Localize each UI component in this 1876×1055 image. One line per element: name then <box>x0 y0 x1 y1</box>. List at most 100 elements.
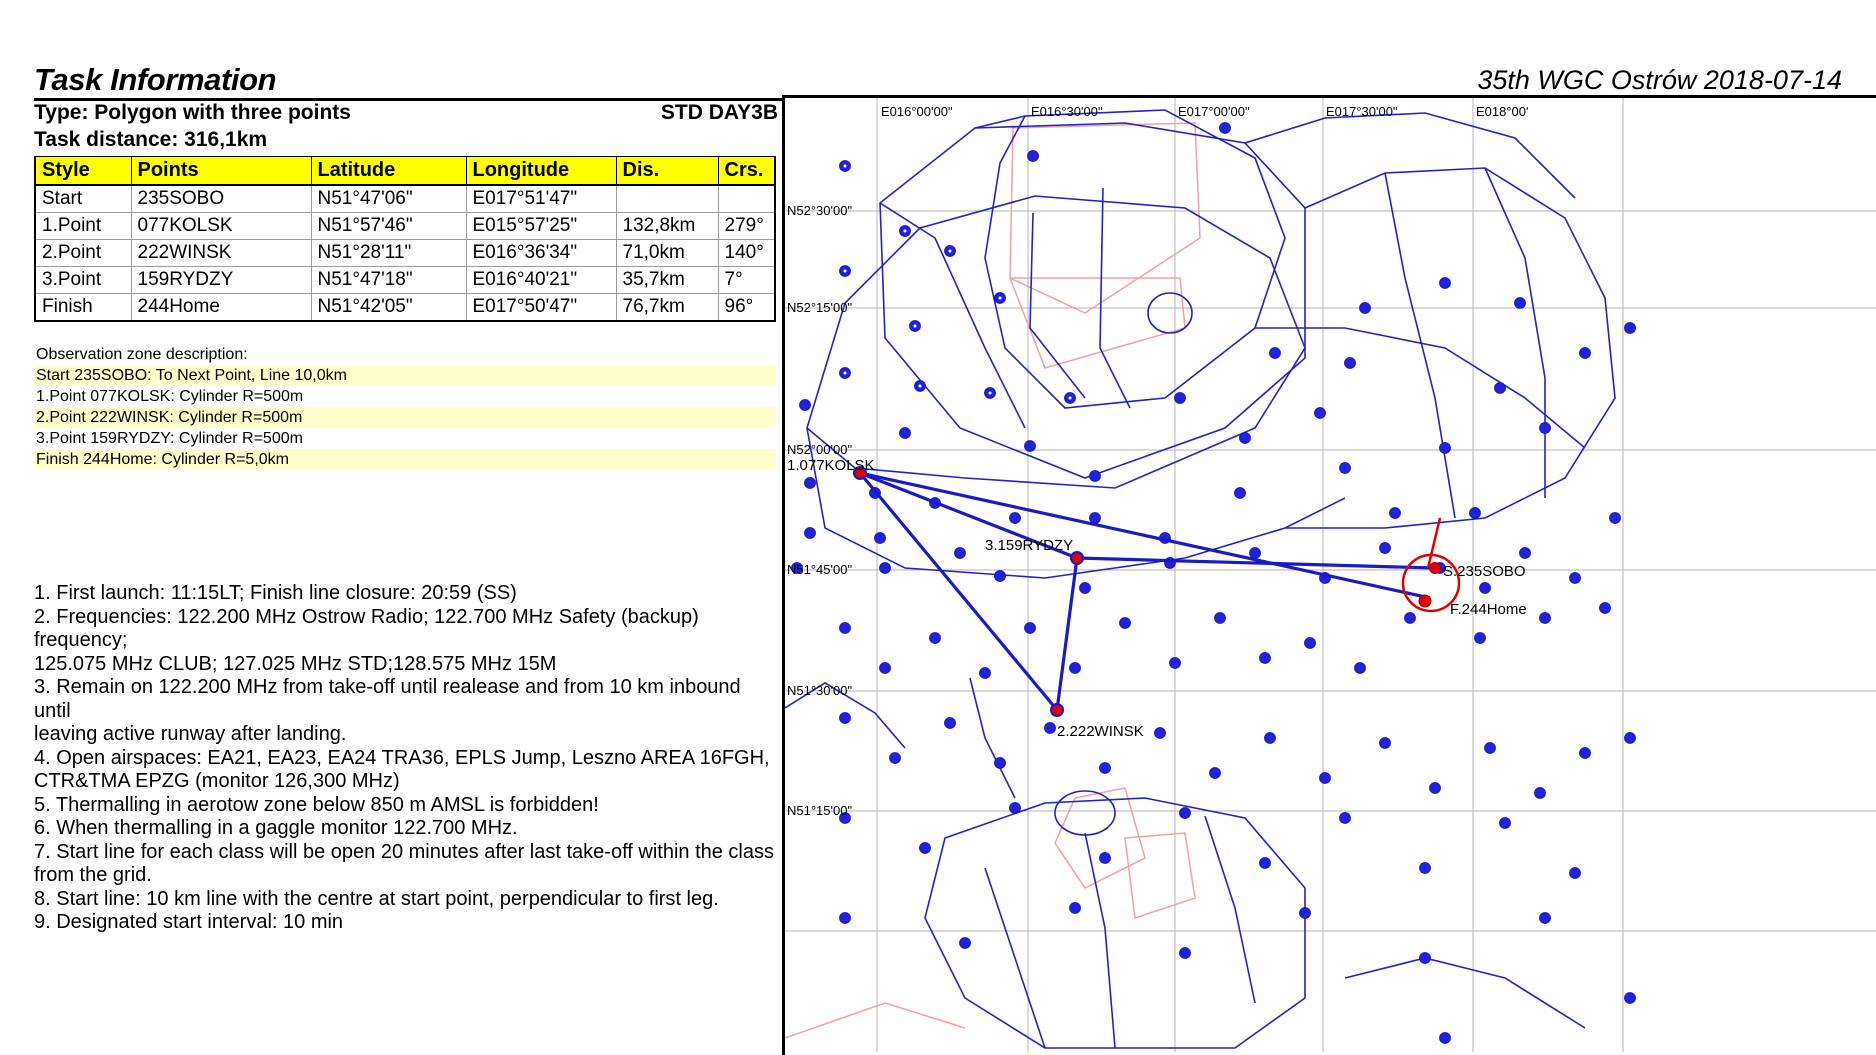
table-row: Start 235SOBO N51°47'06" E017°51'47" <box>34 184 776 213</box>
task-route <box>858 471 1436 712</box>
table-row: Finish 244Home N51°42'05" E017°50'47" 76… <box>34 293 776 322</box>
grid-label: N51°45'00" <box>787 562 852 577</box>
map-turnpoint-labels: 1.077KOLSK 3.159RYDZY 2.222WINSK S.235SO… <box>787 457 1527 740</box>
turnpoint-label: S.235SOBO <box>1443 563 1526 580</box>
turnpoint-label: 1.077KOLSK <box>787 457 875 474</box>
note-line: 6. When thermalling in a gaggle monitor … <box>34 817 518 839</box>
note-line: 7. Start line for each class will be ope… <box>34 840 774 863</box>
task-details-panel: Type: Polygon with three points STD DAY3… <box>34 100 778 1050</box>
grid-label: E017°00'00" <box>1178 104 1250 119</box>
grid-label: E016°30'00" <box>1031 104 1103 119</box>
cell-points: 222WINSK <box>130 239 312 267</box>
col-header-longitude: Longitude <box>465 156 617 186</box>
cell-distance <box>615 184 719 213</box>
event-title: 35th WGC Ostrów 2018-07-14 <box>1477 65 1842 95</box>
cell-points: 235SOBO <box>130 184 312 213</box>
task-type-row: Type: Polygon with three points STD DAY3… <box>34 100 778 126</box>
cell-latitude: N51°42'05" <box>310 293 467 322</box>
turnpoint-markers <box>853 466 1084 717</box>
task-map[interactable]: E016°00'00" E016°30'00" E017°00'00" E017… <box>782 95 1876 1055</box>
cell-style: 2.Point <box>34 239 132 267</box>
cell-longitude: E017°50'47" <box>465 293 617 322</box>
cell-longitude: E017°51'47" <box>465 184 617 213</box>
task-type-label: Type: Polygon with three points <box>34 101 351 124</box>
turnpoint-label: 3.159RYDZY <box>985 537 1073 554</box>
grid-label: N52°30'00" <box>787 203 852 218</box>
observation-zone-line: 3.Point 159RYDZY: Cylinder R=500m <box>36 430 303 447</box>
page-header: Task Information 35th WGC Ostrów 2018-07… <box>34 54 1842 101</box>
task-distance-label: Task distance: 316,1km <box>34 128 268 151</box>
map-canvas[interactable]: E016°00'00" E016°30'00" E017°00'00" E017… <box>785 98 1876 1052</box>
grid-label: E018°00' <box>1476 104 1529 119</box>
note-line: leaving active runway after landing. <box>34 723 347 745</box>
cell-style: Start <box>34 184 132 213</box>
note-line: 125.075 MHz CLUB; 127.025 MHz STD;128.57… <box>34 652 557 675</box>
note-line: 8. Start line: 10 km line with the centr… <box>34 887 719 910</box>
grid-label: N52°15'00" <box>787 300 852 315</box>
cell-course: 7° <box>717 266 776 294</box>
cell-distance: 35,7km <box>615 266 719 294</box>
observation-zone-title: Observation zone description: <box>36 346 248 363</box>
cell-points: 159RYDZY <box>130 266 312 294</box>
waypoint-markers <box>791 122 1636 1044</box>
col-header-points: Points <box>130 156 312 186</box>
note-line: 5. Thermalling in aerotow zone below 850… <box>34 793 599 816</box>
observation-zone-line: Start 235SOBO: To Next Point, Line 10,0k… <box>34 365 776 386</box>
observation-zone-line: 1.Point 077KOLSK: Cylinder R=500m <box>36 388 304 405</box>
class-day-badge: STD DAY3B <box>660 101 778 124</box>
cell-course <box>717 184 776 213</box>
grid-label: E016°00'00" <box>881 104 953 119</box>
note-line: 4. Open airspaces: EA21, EA23, EA24 TRA3… <box>34 746 770 769</box>
table-header-row: Style Points Latitude Longitude Dis. Crs… <box>34 156 776 186</box>
map-latitude-labels: N52°30'00" N52°15'00" N52°00'00" N51°45'… <box>787 203 852 818</box>
col-header-latitude: Latitude <box>310 156 467 186</box>
cell-distance: 132,8km <box>615 212 719 240</box>
cell-distance: 76,7km <box>615 293 719 322</box>
note-line: 1. First launch: 11:15LT; Finish line cl… <box>34 582 517 604</box>
cell-latitude: N51°57'46" <box>310 212 467 240</box>
cell-longitude: E016°40'21" <box>465 266 617 294</box>
airspace-blue-areas <box>785 109 1616 1049</box>
grid-label: N51°30'00" <box>787 683 852 698</box>
map-graticule <box>785 98 1876 1052</box>
observation-zone-section: Observation zone description: Start 235S… <box>34 344 776 470</box>
start-finish-markers <box>1401 517 1461 613</box>
table-row: 1.Point 077KOLSK N51°57'46" E015°57'25" … <box>34 212 776 240</box>
cell-longitude: E015°57'25" <box>465 212 617 240</box>
cell-latitude: N51°28'11" <box>310 239 467 267</box>
grid-label: N52°00'00" <box>787 442 852 457</box>
cell-points: 244Home <box>130 293 312 322</box>
cell-style: 1.Point <box>34 212 132 240</box>
grid-label: N51°15'00" <box>787 803 852 818</box>
col-header-style: Style <box>34 156 132 186</box>
cell-course: 140° <box>717 239 776 267</box>
table-row: 2.Point 222WINSK N51°28'11" E016°36'34" … <box>34 239 776 267</box>
note-line: 2. Frequencies: 122.200 MHz Ostrow Radio… <box>34 605 699 652</box>
note-line: CTR&TMA EPZG (monitor 126,300 MHz) <box>34 770 400 792</box>
cell-course: 96° <box>717 293 776 322</box>
task-points-table: Style Points Latitude Longitude Dis. Crs… <box>34 156 776 322</box>
cell-style: Finish <box>34 293 132 322</box>
turnpoint-label: F.244Home <box>1450 601 1527 618</box>
note-line: from the grid. <box>34 864 152 886</box>
turnpoint-label: 2.222WINSK <box>1057 723 1144 740</box>
observation-zone-line: 2.Point 222WINSK: Cylinder R=500m <box>34 407 776 428</box>
note-line: 3. Remain on 122.200 MHz from take-off u… <box>34 676 741 722</box>
note-line: 9. Designated start interval: 10 min <box>34 911 344 933</box>
airspace-restricted-areas <box>785 122 1201 1039</box>
cell-latitude: N51°47'18" <box>310 266 467 294</box>
observation-zone-line: Finish 244Home: Cylinder R=5,0km <box>34 449 776 470</box>
task-notes-section: 1. First launch: 11:15LT; Finish line cl… <box>34 582 776 935</box>
grid-label: E017°30'00" <box>1326 104 1398 119</box>
cell-latitude: N51°47'06" <box>310 184 467 213</box>
cell-longitude: E016°36'34" <box>465 239 617 267</box>
map-longitude-labels: E016°00'00" E016°30'00" E017°00'00" E017… <box>881 104 1529 119</box>
page-title: Task Information <box>34 62 277 97</box>
table-row: 3.Point 159RYDZY N51°47'18" E016°40'21" … <box>34 266 776 294</box>
cell-points: 077KOLSK <box>130 212 312 240</box>
cell-course: 279° <box>717 212 776 240</box>
cell-distance: 71,0km <box>615 239 719 267</box>
col-header-course: Crs. <box>717 156 776 186</box>
col-header-distance: Dis. <box>615 156 719 186</box>
cell-style: 3.Point <box>34 266 132 294</box>
